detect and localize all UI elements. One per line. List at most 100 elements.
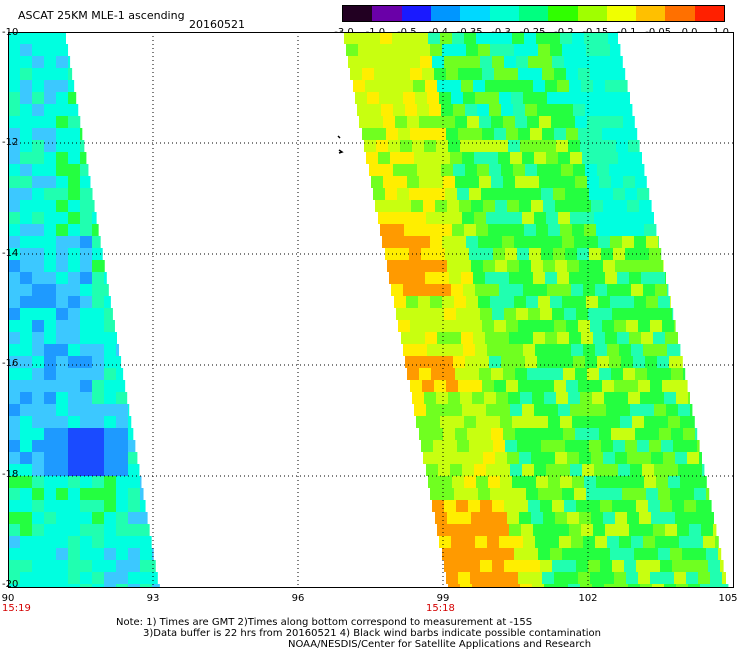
swath-cell bbox=[116, 488, 128, 500]
swath-cell bbox=[518, 128, 530, 140]
swath-cell bbox=[672, 500, 684, 512]
swath-cell bbox=[92, 404, 104, 416]
swath-cell bbox=[8, 164, 20, 176]
swath-cell bbox=[644, 476, 656, 488]
swath-cell bbox=[104, 308, 113, 320]
swath-cell bbox=[684, 560, 696, 572]
swath-cell bbox=[8, 452, 20, 464]
swath-cell bbox=[668, 416, 680, 428]
swath-cell bbox=[490, 548, 502, 560]
swath-cell bbox=[425, 80, 437, 92]
swath-cell bbox=[56, 80, 68, 92]
swath-cell bbox=[404, 224, 416, 236]
swath-cell bbox=[588, 56, 600, 68]
swath-cell bbox=[667, 284, 669, 296]
swath-cell bbox=[413, 332, 425, 344]
swath-cell bbox=[550, 296, 562, 308]
swath-cell bbox=[104, 512, 116, 524]
swath-cell bbox=[68, 488, 80, 500]
swath-cell bbox=[511, 92, 523, 104]
swath-cell bbox=[56, 200, 68, 212]
swath-cell bbox=[32, 44, 44, 56]
swath-cell bbox=[20, 248, 32, 260]
swath-cell bbox=[606, 152, 618, 164]
swath-cell bbox=[44, 320, 56, 332]
swath-cell bbox=[594, 404, 606, 416]
swath-cell bbox=[583, 284, 595, 296]
swath-cell bbox=[582, 212, 594, 224]
swath-cell bbox=[466, 44, 478, 56]
swath-cell bbox=[396, 308, 408, 320]
swath-cell bbox=[544, 584, 556, 588]
swath-cell bbox=[581, 272, 593, 284]
swath-cell bbox=[554, 128, 566, 140]
swath-cell bbox=[455, 116, 467, 128]
swath-cell bbox=[608, 32, 618, 44]
swath-cell bbox=[708, 560, 720, 572]
swath-cell bbox=[68, 140, 80, 152]
swath-cell bbox=[473, 524, 485, 536]
swath-cell bbox=[524, 224, 536, 236]
swath-cell bbox=[561, 164, 573, 176]
swath-cell bbox=[44, 200, 56, 212]
swath-cell bbox=[20, 44, 32, 56]
swath-cell bbox=[446, 572, 458, 584]
swath-cell bbox=[80, 140, 85, 152]
swath-cell bbox=[599, 428, 611, 440]
swath-cell bbox=[622, 296, 634, 308]
swath-cell bbox=[418, 44, 430, 56]
swath-cell bbox=[104, 560, 116, 572]
swath-cell bbox=[595, 536, 607, 548]
swath-cell bbox=[44, 164, 56, 176]
swath-cell bbox=[456, 308, 468, 320]
swath-cell bbox=[532, 584, 544, 588]
colorbar-swatch bbox=[548, 6, 578, 21]
swath-cell bbox=[461, 524, 473, 536]
lon-label-93: 93 bbox=[146, 593, 160, 604]
swath-cell bbox=[525, 104, 537, 116]
swath-cell bbox=[92, 512, 104, 524]
swath-cell bbox=[614, 320, 626, 332]
swath-cell bbox=[613, 248, 625, 260]
swath-cell bbox=[424, 392, 436, 404]
swath-cell bbox=[673, 440, 685, 452]
swath-cell bbox=[586, 296, 598, 308]
swath-cell bbox=[586, 236, 598, 248]
swath-cell bbox=[68, 404, 80, 416]
swath-cell bbox=[80, 356, 92, 368]
swath-cell bbox=[32, 536, 44, 548]
swath-cell bbox=[417, 104, 429, 116]
swath-cell bbox=[489, 356, 501, 368]
swath-cell bbox=[452, 224, 464, 236]
swath-cell bbox=[456, 500, 468, 512]
swath-cell bbox=[32, 476, 44, 488]
swath-cell bbox=[574, 44, 586, 56]
swath-cell bbox=[494, 128, 506, 140]
swath-cell bbox=[503, 176, 515, 188]
swath-cell bbox=[471, 512, 483, 524]
swath-cell bbox=[632, 416, 644, 428]
swath-cell bbox=[152, 572, 158, 584]
swath-cell bbox=[490, 296, 502, 308]
swath-cell bbox=[451, 92, 463, 104]
swath-cell bbox=[483, 260, 495, 272]
swath-cell bbox=[598, 236, 610, 248]
swath-cell bbox=[433, 248, 445, 260]
swath-cell bbox=[20, 416, 32, 428]
swath-cell bbox=[439, 536, 451, 548]
swath-cell bbox=[556, 584, 568, 588]
swath-cell bbox=[470, 128, 482, 140]
swath-cell bbox=[44, 80, 56, 92]
swath-cell bbox=[710, 572, 722, 584]
swath-cell bbox=[534, 152, 546, 164]
swath-cell bbox=[530, 320, 542, 332]
swath-cell bbox=[402, 212, 414, 224]
swath-cell bbox=[140, 536, 152, 548]
swath-cell bbox=[20, 284, 32, 296]
swath-cell bbox=[583, 536, 595, 548]
swath-cell bbox=[431, 428, 443, 440]
swath-cell bbox=[92, 236, 101, 248]
swath-cell bbox=[605, 80, 617, 92]
swath-cell bbox=[344, 32, 356, 44]
swath-cell bbox=[654, 404, 666, 416]
